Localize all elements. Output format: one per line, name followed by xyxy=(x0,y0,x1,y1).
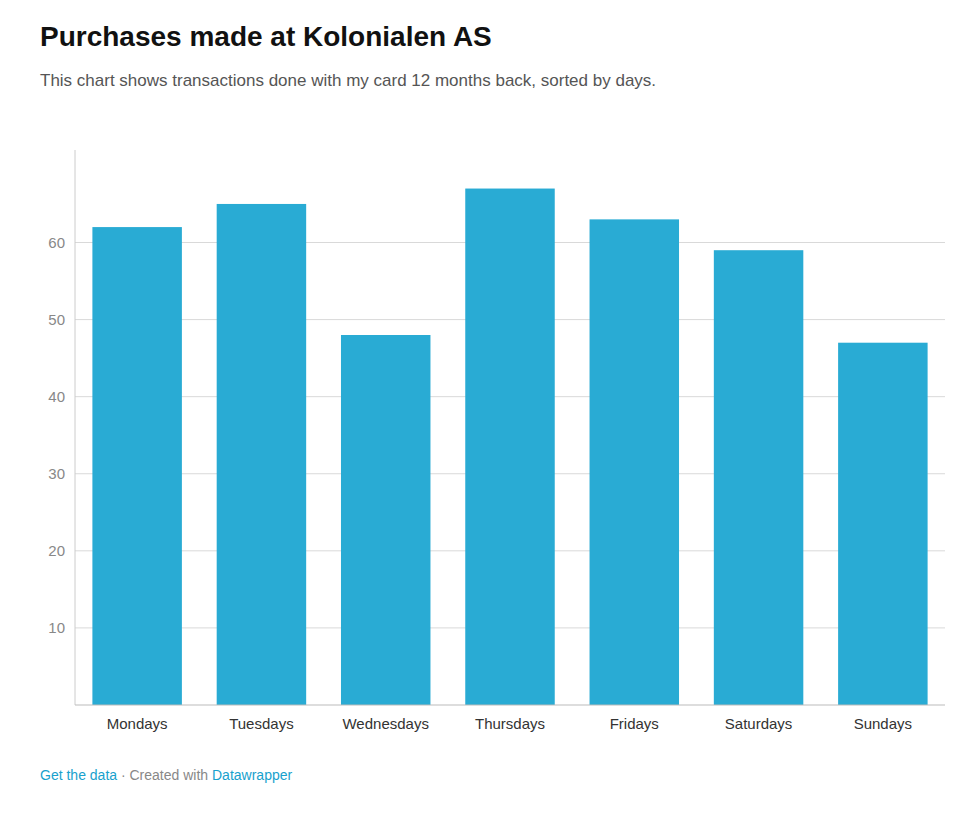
y-tick-label: 20 xyxy=(48,542,65,559)
footer-text: Datawrapper xyxy=(212,767,292,783)
x-tick-label: Mondays xyxy=(107,715,168,732)
x-tick-label: Tuesdays xyxy=(229,715,293,732)
y-tick-label: 30 xyxy=(48,465,65,482)
footer-text: Get the data xyxy=(40,767,117,783)
y-axis-line xyxy=(75,150,76,705)
x-tick-label: Fridays xyxy=(610,715,659,732)
bar xyxy=(714,250,803,705)
y-tick-label: 60 xyxy=(48,234,65,251)
y-tick-label: 50 xyxy=(48,311,65,328)
y-tick-label: 10 xyxy=(48,619,65,636)
footer: Get the data · Created with Datawrapper xyxy=(40,767,292,783)
bar xyxy=(838,343,927,705)
x-tick-label: Saturdays xyxy=(725,715,793,732)
x-axis-line xyxy=(75,705,945,706)
footer-text: · Created with xyxy=(117,767,212,783)
x-tick-label: Sundays xyxy=(854,715,912,732)
bar xyxy=(217,204,306,705)
x-tick-label: Wednesdays xyxy=(342,715,428,732)
subtitle: This chart shows transactions done with … xyxy=(40,71,656,90)
title: Purchases made at Kolonialen AS xyxy=(40,21,492,52)
bar xyxy=(590,219,679,705)
x-tick-label: Thursdays xyxy=(475,715,545,732)
bar xyxy=(92,227,181,705)
y-tick-label: 40 xyxy=(48,388,65,405)
bars xyxy=(92,189,927,705)
bar xyxy=(465,189,554,705)
bar xyxy=(341,335,430,705)
chart-container: Purchases made at Kolonialen AS This char… xyxy=(0,0,973,819)
chart-svg: Purchases made at Kolonialen AS This char… xyxy=(0,0,973,819)
